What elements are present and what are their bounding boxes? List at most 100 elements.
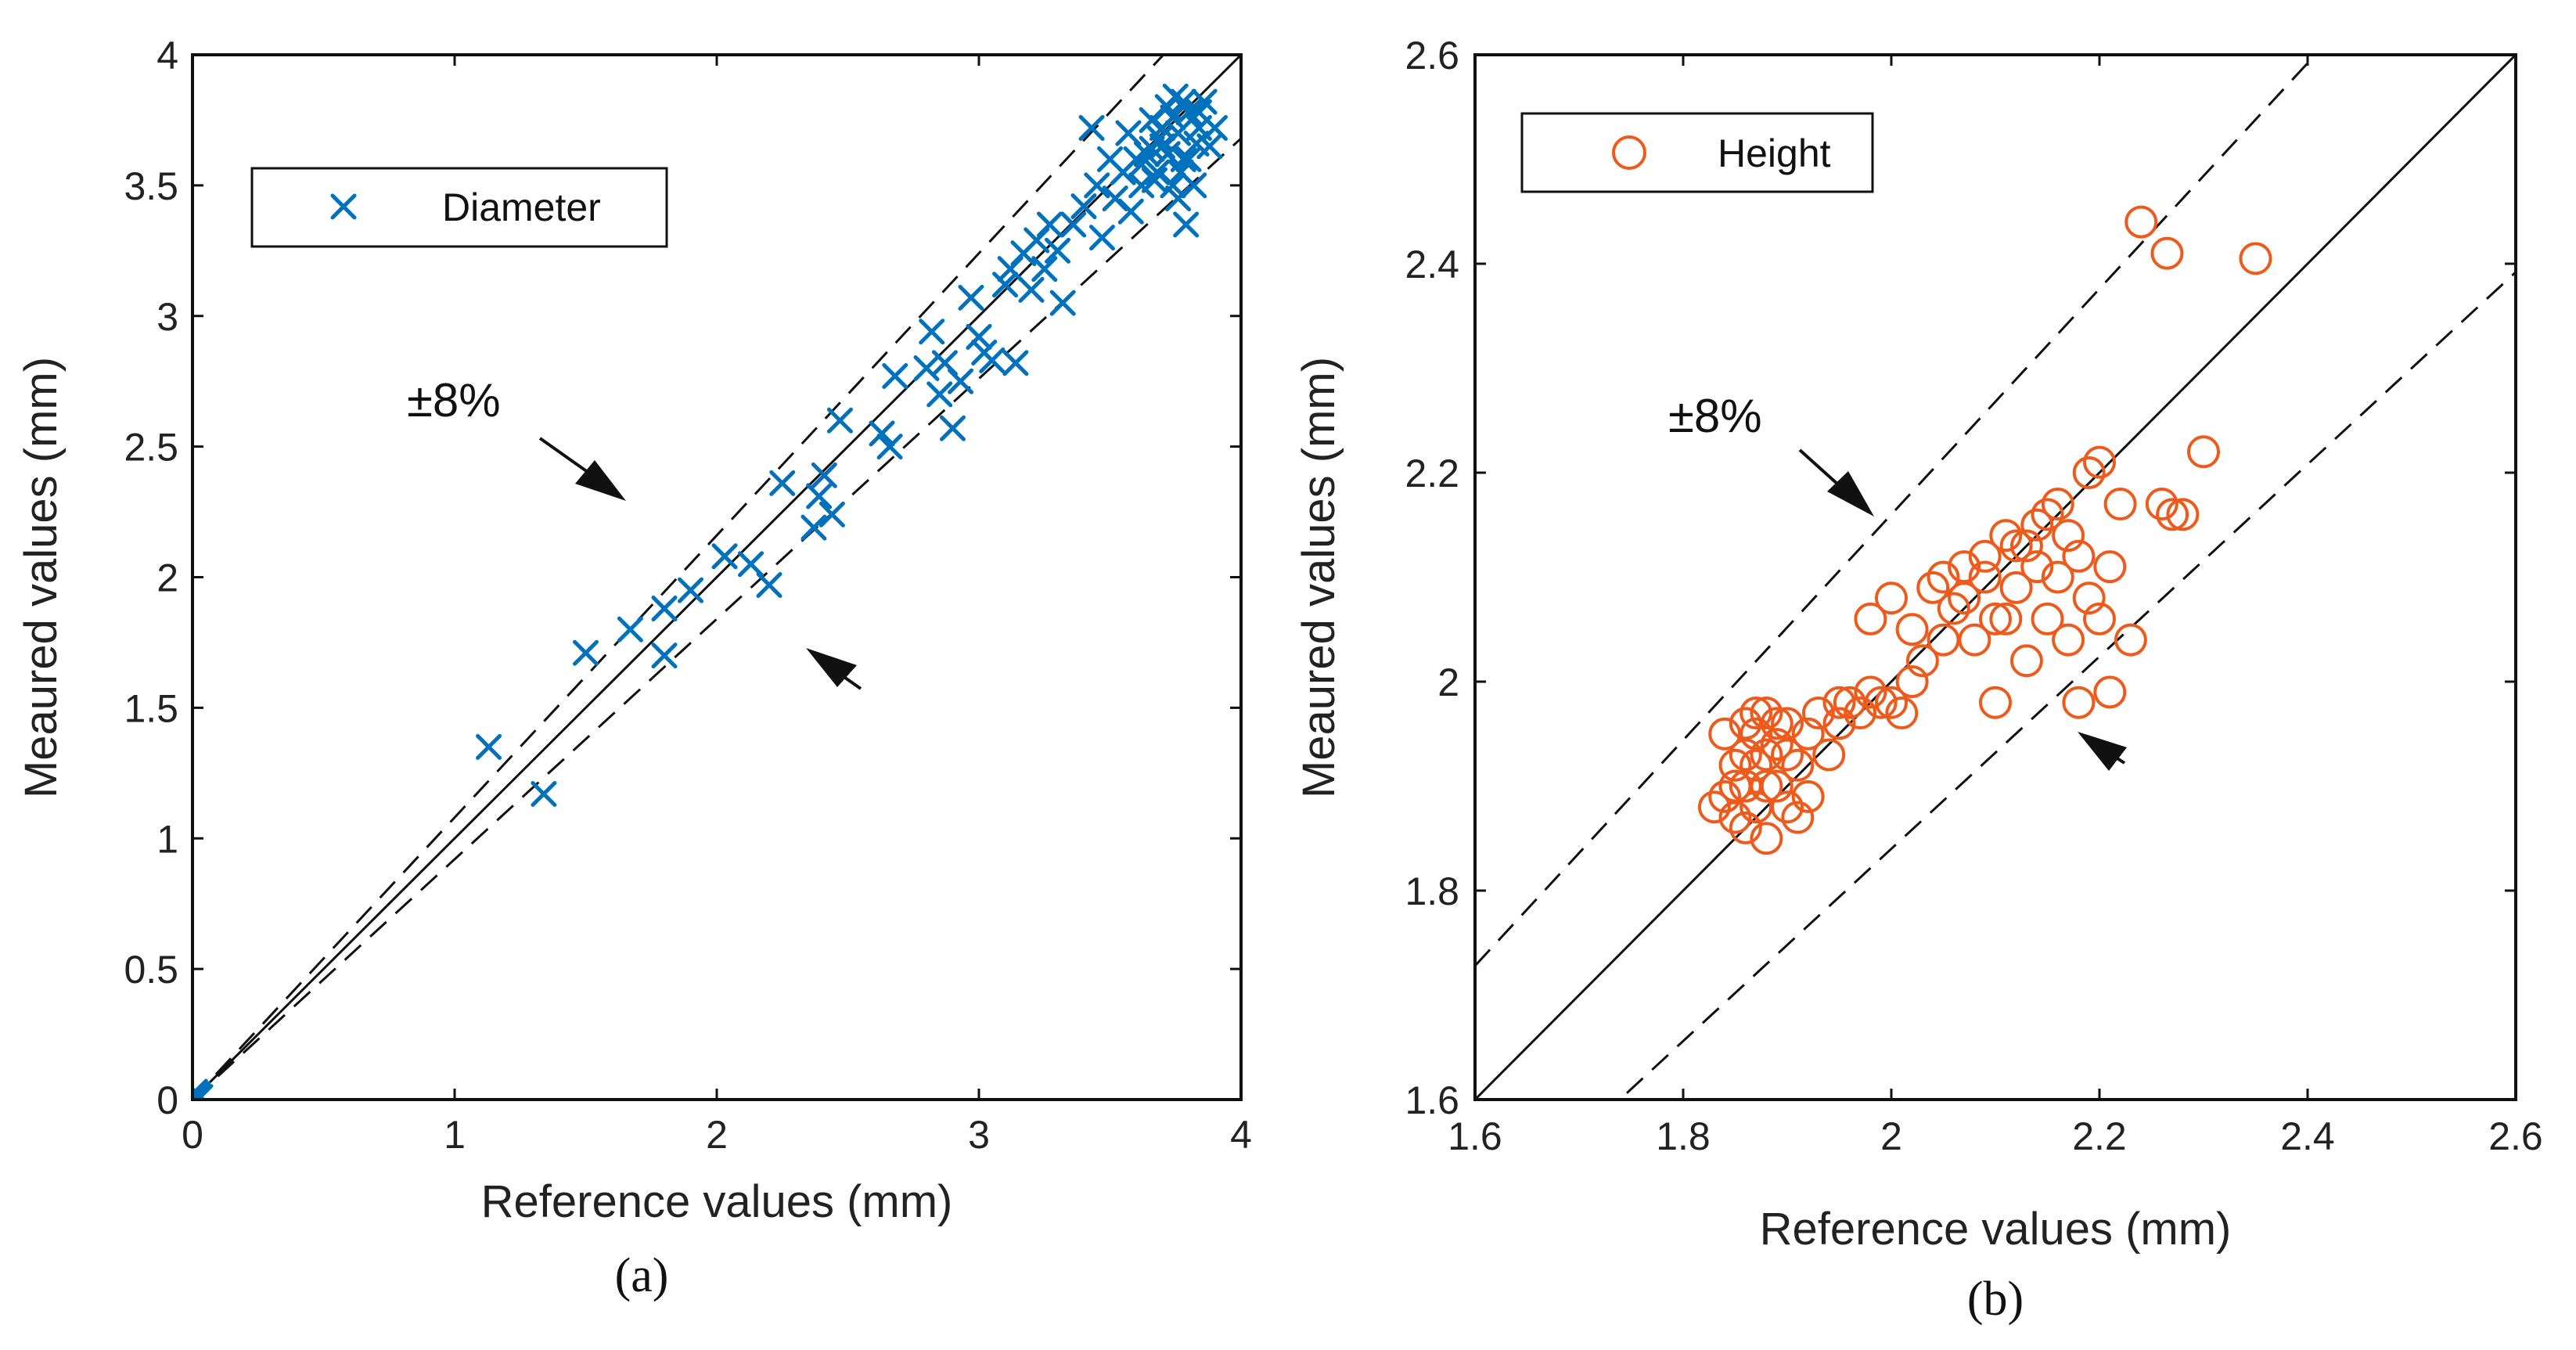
panel-a-data-point	[756, 572, 783, 599]
panel-b-data-point	[1875, 581, 1908, 615]
panel-b-data-point	[1750, 822, 1783, 855]
panel-a-data-point	[711, 543, 738, 570]
panel-a-data-point	[531, 781, 557, 808]
panel-b-data-point	[1760, 728, 1793, 761]
panel-b-x-tick-label: 1.6	[1448, 1114, 1502, 1158]
panel-b-data-point	[1979, 686, 2012, 719]
panel-b-data-point	[1916, 571, 1950, 604]
panel-b-x-tick-label: 2.2	[2072, 1114, 2127, 1158]
panel-b-y-tick-label: 1.6	[1405, 1078, 1459, 1122]
panel-a-y-tick-label: 4	[157, 34, 178, 77]
panel-a-legend-box	[250, 167, 668, 248]
panel-b-data-point	[1854, 602, 1887, 635]
panel-b-data-point	[1718, 748, 1752, 782]
panel-b-annotation-label: ±8%	[1668, 390, 1762, 442]
panel-b-data-point	[2187, 435, 2220, 469]
panel-b-data-point	[1771, 707, 1804, 740]
panel-a-data-point	[811, 462, 837, 488]
panel-b-data-point	[2083, 602, 2116, 635]
panel-b-data-point	[1999, 529, 2033, 563]
panel-a-data-point	[769, 470, 796, 496]
panel-a-y-tick-label: 0	[157, 1078, 178, 1122]
panel-a-data-point	[826, 407, 853, 434]
panel-b-upper-arrow-head	[1827, 471, 1874, 517]
panel-b-data-point	[1885, 697, 1919, 730]
panel-a-y-tick-label: 0.5	[124, 948, 178, 992]
panel-a-data-point	[651, 596, 678, 622]
panel-b-x-tick-label: 2.6	[2488, 1114, 2543, 1158]
panel-b-data-point	[1999, 571, 2033, 604]
panel-a-data-point	[940, 415, 966, 441]
panel-a-data-point	[966, 323, 992, 350]
panel-a-data-point	[801, 514, 827, 541]
panel-b-data-point	[1760, 707, 1793, 740]
panel-b-data-point	[2166, 498, 2200, 531]
panel-b-data-point	[2103, 488, 2137, 521]
panel-b-data-point	[1781, 801, 1815, 834]
panel-b-data-point	[1927, 560, 1960, 594]
panel-b-lower-bound-line	[1617, 271, 2516, 1100]
panel-a-data-point	[919, 319, 945, 345]
panel-b-data-point	[1791, 779, 1825, 813]
panel-a-upper-arrow-head	[575, 460, 626, 501]
panel-b-legend: Height	[1520, 112, 1874, 193]
panel-b-data-point	[2239, 242, 2272, 275]
panel-b-data-point	[2150, 236, 2184, 270]
panel-b-data-point	[1729, 811, 1762, 844]
panel-b-data-point	[2062, 539, 2096, 573]
panel-a-data-point	[1045, 237, 1070, 264]
panel-a-legend-marker	[330, 193, 357, 220]
panel-a-data-point	[948, 368, 974, 394]
panel-a-data-point	[992, 272, 1018, 298]
panel-b-data-point	[2031, 602, 2064, 635]
panel-b-data-point	[1989, 602, 2023, 635]
panel-a-data-point	[1060, 211, 1087, 238]
panel-b-data-point	[1750, 769, 1783, 803]
panel-b-data-point	[1864, 686, 1898, 719]
panel-a-data-point	[1141, 167, 1167, 193]
panel-b-data-point	[1729, 738, 1762, 772]
panel-a-data-point	[1070, 193, 1097, 220]
panel-b-data-point	[2009, 644, 2043, 678]
panel-b-data-point	[2124, 205, 2158, 239]
panel-a-data-point	[818, 501, 845, 527]
panel-a-data-point	[1160, 104, 1186, 131]
panel-a-data-point	[1018, 276, 1045, 303]
panel-a-data-point	[1165, 185, 1192, 212]
panel-a-data-point	[1049, 290, 1076, 316]
panel-a-y-tick-label: 2.5	[124, 426, 178, 470]
panel-b-data-point	[1801, 697, 1835, 730]
panel-b-data-point	[2114, 623, 2147, 657]
panel-a-data-point	[1183, 130, 1210, 157]
panel-b-data-point	[2156, 498, 2189, 531]
panel-b-data-point	[1844, 697, 1877, 730]
panel-a-data-point	[869, 420, 895, 447]
panel-b-data-point	[1791, 717, 1825, 751]
panel-b-data-point	[1905, 644, 1939, 678]
panel-a-annotation: ±8%	[407, 374, 862, 690]
panel-a-data-point	[1162, 83, 1189, 110]
panel-b-data-point	[2093, 550, 2127, 584]
panel-b-y-tick-label: 2.6	[1405, 34, 1459, 77]
panel-b-data-point	[1875, 686, 1908, 719]
panel-b-plot-area	[1475, 55, 2516, 1100]
panel-b-data-point	[1979, 602, 2012, 635]
panel-a-x-tick-label: 3	[968, 1113, 990, 1157]
panel-b-data-point	[2052, 623, 2085, 657]
panel-b-data-point	[1740, 748, 1773, 782]
panel-a-plot-area	[192, 55, 1241, 1100]
panel-b-data-point	[1854, 675, 1887, 709]
panel-b-data-point	[2093, 675, 2127, 709]
panel-b-data-point	[2041, 488, 2074, 521]
panel-b-data-point	[1812, 738, 1846, 772]
panel-a-data-point	[1115, 120, 1142, 146]
panel-b-data-point	[1771, 790, 1804, 824]
panel-b-x-tick-label: 2.4	[2280, 1114, 2335, 1158]
panel-a-axes-box	[191, 53, 1243, 1101]
panel-a-y-tick-label: 2	[157, 556, 178, 600]
panel-b-annotation: ±8%	[1668, 390, 2127, 771]
panel-a-data-point	[1175, 146, 1202, 172]
panel-b-data-point	[1750, 738, 1783, 772]
panel-a-caption: (a)	[615, 1249, 669, 1302]
panel-a-data-point	[979, 347, 1006, 373]
